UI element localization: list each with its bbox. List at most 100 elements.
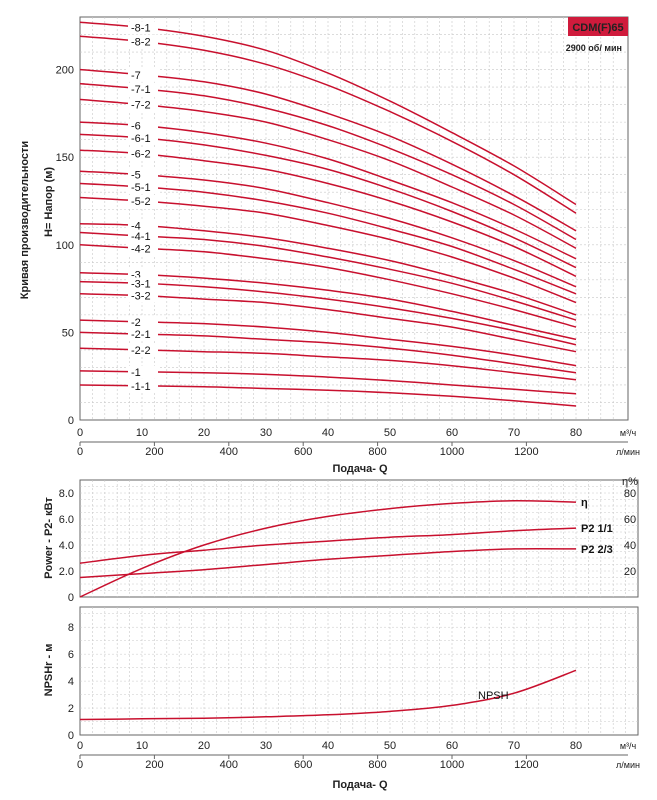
curve-label-bg (128, 119, 158, 133)
npsh-x-tick-m3h: 50 (384, 740, 396, 752)
head-x-tick-m3h: 50 (384, 427, 396, 439)
power-y-tick: 4.0 (59, 540, 74, 552)
curve-label-bg (128, 35, 158, 49)
curve-label-7: -7 (131, 70, 141, 82)
head-x-tick-lmin: 400 (220, 446, 238, 458)
npsh-x-tick-m3h: 60 (446, 740, 458, 752)
head-x-tick-m3h: 70 (508, 427, 520, 439)
curve-label-bg (128, 168, 158, 182)
npsh-x-tick-m3h: 0 (77, 740, 83, 752)
power-curve-eta (79, 500, 577, 598)
head-x-tick-m3h: 40 (322, 427, 334, 439)
head-curve-4-2 (79, 244, 577, 328)
curve-label-1-1: -1-1 (131, 381, 151, 393)
npsh-curve (79, 669, 577, 721)
npsh-x-unit-lmin: л/мин (616, 760, 640, 770)
curve-label-bg (128, 180, 158, 194)
head-curve-4 (79, 223, 577, 316)
curve-label-5-1: -5-1 (131, 182, 151, 194)
curve-label-2-2: -2-2 (131, 345, 151, 357)
npsh-x-tick-lmin: 200 (145, 759, 163, 771)
head-curve-3-1 (79, 280, 577, 346)
npsh-x-tick-lmin: 1200 (514, 759, 538, 771)
curve-label-bg (128, 277, 158, 291)
head-y-tick: 200 (56, 65, 74, 77)
head-curve-4-1 (79, 231, 577, 321)
chart-title: CDM(F)65 (572, 22, 623, 34)
head-x-tick-m3h: 20 (198, 427, 210, 439)
npsh-curve-label: NPSH (478, 690, 509, 702)
power-y-tick: 0 (68, 592, 74, 604)
curve-label-4-1: -4-1 (131, 231, 151, 243)
head-curve-6 (79, 121, 577, 260)
head-x-unit-m3h: м³/ч (620, 428, 637, 438)
head-x-tick-m3h: 30 (260, 427, 272, 439)
head-plot-frame (79, 16, 629, 421)
curve-label-2-1: -2-1 (131, 329, 151, 341)
head-x-tick-lmin: 1000 (440, 446, 464, 458)
head-curve-7-1 (79, 82, 577, 241)
head-curve-1 (79, 370, 577, 395)
curve-label-5: -5 (131, 170, 141, 182)
npsh-plot-frame (79, 606, 639, 736)
curve-label-bg (128, 131, 158, 145)
head-curve-6-1 (79, 133, 577, 269)
curve-label-bg (128, 194, 158, 208)
curve-label-6-2: -6-2 (131, 149, 151, 161)
curve-label-4: -4 (131, 221, 141, 233)
head-curve-8-2 (79, 35, 577, 214)
power-curve-p2-two-thirds (79, 547, 577, 579)
curve-label-bg (128, 315, 158, 329)
curve-label-bg (128, 365, 158, 379)
head-x-axis-title: Подача- Q (332, 463, 388, 475)
outer-y-axis-title: Кривая производительности (19, 141, 31, 299)
head-x-tick-lmin: 1200 (514, 446, 538, 458)
power-curve-label: P2 2/3 (581, 544, 613, 556)
power-y-tick: 8.0 (59, 488, 74, 500)
head-curve-5-1 (79, 182, 577, 295)
npsh-x-tick-m3h: 30 (260, 740, 272, 752)
curve-label-4-2: -4-2 (131, 243, 151, 255)
curve-label-bg (128, 98, 158, 112)
power-curve-label: P2 1/1 (581, 523, 613, 535)
head-x-tick-m3h: 60 (446, 427, 458, 439)
head-y-axis-title: H= Напор (м) (43, 167, 55, 237)
power-curve-p2-full (79, 527, 577, 564)
head-y-tick: 0 (68, 415, 74, 427)
head-curve-5-2 (79, 196, 577, 304)
head-curve-2 (79, 319, 577, 367)
npsh-x-axis-title: Подача- Q (332, 779, 388, 791)
head-curve-5 (79, 170, 577, 288)
npsh-y-tick: 4 (68, 676, 74, 688)
npsh-x-tick-m3h: 20 (198, 740, 210, 752)
curve-label-8-1: -8-1 (131, 23, 151, 35)
eta-y-tick: 20 (624, 566, 636, 578)
head-x-tick-lmin: 600 (294, 446, 312, 458)
head-y-tick: 100 (56, 240, 74, 252)
head-curve-7-2 (79, 98, 577, 249)
head-x-tick-lmin: 0 (77, 446, 83, 458)
head-x-unit-lmin: л/мин (616, 447, 640, 457)
npsh-x-tick-lmin: 400 (220, 759, 238, 771)
power-y-tick: 6.0 (59, 514, 74, 526)
npsh-y-tick: 0 (68, 730, 74, 742)
curve-label-3-2: -3-2 (131, 291, 151, 303)
head-curve-1-1 (79, 384, 577, 407)
model-badge (568, 17, 628, 36)
head-y-tick: 150 (56, 152, 74, 164)
head-x-tick-m3h: 0 (77, 427, 83, 439)
head-x-tick-m3h: 10 (136, 427, 148, 439)
npsh-x-unit-m3h: м³/ч (620, 741, 637, 751)
npsh-y-axis-title: NPSHr - м (43, 644, 55, 697)
curve-label-8-2: -8-2 (131, 37, 151, 49)
head-curve-6-2 (79, 149, 577, 277)
head-curve-3-2 (79, 293, 577, 353)
head-curve-2-1 (79, 331, 577, 374)
head-x-tick-lmin: 200 (145, 446, 163, 458)
curve-label-1: -1 (131, 367, 141, 379)
npsh-x-tick-m3h: 40 (322, 740, 334, 752)
head-x-tick-m3h: 80 (570, 427, 582, 439)
npsh-x-tick-m3h: 70 (508, 740, 520, 752)
curve-label-bg (128, 343, 158, 357)
